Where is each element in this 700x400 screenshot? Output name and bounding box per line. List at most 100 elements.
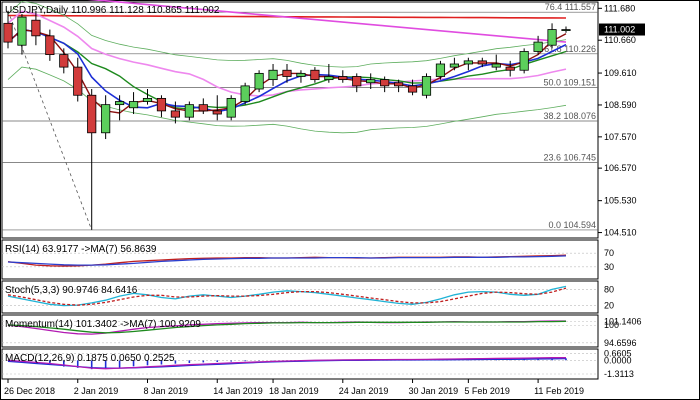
price-tick-label: 109.610 [604,68,637,78]
candle [45,29,55,61]
candle-body [449,63,459,68]
candle-body [477,60,487,65]
candle-body [184,104,194,118]
indicator-tick-label: 94.6596 [604,338,637,348]
candle-body [324,76,334,81]
candle-body [17,16,27,46]
indicator-tick-label: 100 [604,320,619,330]
stochastic-pane: 80 20 Stoch(5,3,3) 90.9746 84.6416 [1,280,614,314]
date-tick-label: 14 Jan 2019 [213,386,263,396]
candle [463,57,473,71]
candle-body [561,29,571,31]
candle [156,95,167,118]
candle-body [170,110,180,118]
candle [310,67,320,83]
candle [338,70,348,83]
candle-body [59,54,69,68]
candle-body [394,82,404,87]
candle-body [3,22,13,43]
rsi-pane: 70 30 RSI(14) 63.9177 ->MA(7) 56.8639 [1,239,614,280]
date-tick-label: 11 Feb 2019 [534,386,584,396]
date-tick-label: 26 Dec 2018 [4,386,55,396]
moving-averages [7,0,567,134]
candle [561,26,571,33]
candle-body [421,76,432,96]
candle [226,95,236,121]
date-tick-label: 8 Jan 2019 [144,386,189,396]
date-tick-label: 24 Jan 2019 [339,386,389,396]
candle-body [282,69,292,77]
indicator-tick-label: 30 [604,262,614,272]
candle [115,95,125,121]
candle [324,63,334,83]
band-lower-line [7,66,567,134]
candle [198,98,208,115]
fib-level-label: 0.0 104.594 [548,220,596,230]
candle [491,54,501,71]
price-tick-label: 106.570 [604,163,637,173]
candle-body [254,72,264,90]
candle-body [491,63,501,68]
candle-body [115,101,125,106]
candle [282,63,292,83]
candle [170,101,180,124]
price-tick-label: 104.510 [604,228,637,238]
candle [533,35,543,55]
indicator-tick-label: 80 [604,284,614,294]
rsi-pane-border [1,239,599,280]
candle [142,89,153,105]
candle-body [31,19,41,37]
date-tick-label: 30 Jan 2019 [409,386,459,396]
candle-body [463,60,473,65]
current-price-box [599,23,645,36]
indicator-tick-label: 0.6605 [604,348,632,358]
candle-body [198,104,208,112]
stochastic-pane-title: Stoch(5,3,3) 90.9746 84.6416 [5,285,138,296]
candle-body [435,63,446,77]
indicator-tick-label: 70 [604,248,614,258]
candle-body [519,51,529,71]
candle-body [142,97,153,102]
price-pane-title: USDJPY,Daily 110.996 111.128 110.865 111… [5,5,220,16]
price-tick-label: 105.530 [604,196,637,206]
indicator-tick-label: 20 [604,301,614,311]
candle [352,73,362,93]
candle-body [352,76,362,87]
candle [212,95,222,121]
candle [477,57,487,68]
candlesticks [3,10,571,230]
candle [31,10,41,46]
candle-body [240,85,250,102]
price-axis: 111.680 110.660 109.610 108.590 107.570 106.5… [598,3,645,238]
candle [505,60,515,77]
candle [296,70,306,83]
price-pane-border [1,1,599,239]
date-tick-label: 2 Jan 2019 [74,386,119,396]
momentum-pane-border [1,314,599,348]
candle [366,73,376,90]
candle-body [128,101,139,109]
candle-body [366,79,376,84]
candle [268,63,278,86]
candle-body [533,41,543,52]
candle-body [547,29,557,46]
macd-pane-title: MACD(12,26,9) 0.1875 0.0650 0.2525 [5,353,175,364]
candle-body [73,66,83,96]
price-tick-label: 107.570 [604,132,637,142]
candle [421,73,432,99]
candle-body [310,69,320,81]
stochastic-pane-border [1,280,599,314]
candle [435,60,446,80]
candle-body [87,94,97,134]
price-tick-label: 110.660 [604,35,636,45]
momentum-pane-title: Momentum(14) 101.3402 ->MA(7) 100.9209 [5,319,201,330]
candle [73,57,83,102]
band-upper-line [7,0,567,68]
momentum-ma-line [7,320,567,334]
candle-body [101,104,111,134]
candle [17,13,27,55]
candle [3,10,13,49]
candle-body [505,66,515,71]
